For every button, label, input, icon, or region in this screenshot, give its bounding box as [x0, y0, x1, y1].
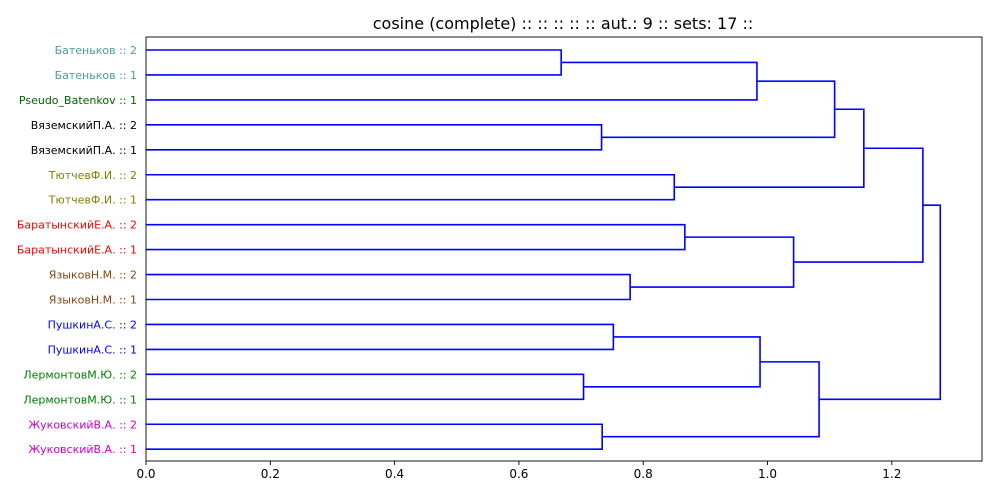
dendrogram-link: [146, 373, 585, 401]
dendrogram-link: [602, 361, 820, 438]
x-tick-label: 1.0: [758, 467, 777, 481]
leaf-label: БаратынскийЕ.А. :: 2: [17, 219, 137, 232]
dendrogram-link: [146, 223, 686, 251]
chart-title: cosine (complete) :: :: :: :: :: aut.: 9…: [373, 14, 753, 33]
plot-frame: [145, 36, 983, 462]
leaf-label: Pseudo_Batenkov :: 1: [19, 94, 137, 107]
leaf-label: Батеньков :: 2: [55, 44, 137, 57]
leaf-label: ВяземскийП.А. :: 2: [31, 119, 137, 132]
leaf-label: ВяземскийП.А. :: 1: [31, 144, 137, 157]
leaf-label: ТютчевФ.И. :: 1: [48, 194, 137, 207]
leaf-label: ЯзыковН.М. :: 2: [49, 269, 137, 282]
x-tick-label: 0.6: [509, 467, 528, 481]
x-tick-label: 0.4: [385, 467, 404, 481]
x-tick-label: 0.2: [261, 467, 280, 481]
leaf-label: ПушкинА.С. :: 2: [48, 318, 137, 331]
leaf-label: ЛермонтовМ.Ю. :: 1: [23, 393, 137, 406]
leaf-label: ПушкинА.С. :: 1: [48, 343, 137, 356]
dendrogram-link: [146, 173, 676, 201]
leaf-label: ЖуковскийВ.А. :: 2: [28, 418, 137, 431]
x-tick-label: 1.2: [882, 467, 901, 481]
leaf-label: ЖуковскийВ.А. :: 1: [28, 443, 137, 456]
x-tick-label: 0.8: [634, 467, 653, 481]
dendrogram-link: [793, 147, 924, 263]
x-tick-label: 0.0: [136, 467, 155, 481]
dendrogram-link: [819, 204, 942, 401]
dendrogram-link: [146, 423, 603, 450]
dendrogram-link: [601, 80, 836, 139]
dendrogram-link: [146, 124, 603, 151]
dendrogram-link: [146, 323, 615, 351]
leaf-label: БаратынскийЕ.А. :: 1: [17, 244, 137, 257]
leaf-label: ЛермонтовМ.Ю. :: 2: [23, 368, 137, 381]
dendrogram-link: [146, 273, 631, 301]
x-axis: 0.0 0.2 0.4 0.6 0.8 1.0 1.2: [136, 461, 901, 481]
dendrogram-link: [583, 336, 761, 388]
leaf-label: Батеньков :: 1: [55, 69, 137, 82]
leaf-label: ТютчевФ.И. :: 2: [48, 169, 137, 182]
leaf-label: ЯзыковН.М. :: 1: [49, 294, 137, 307]
dendrogram-link: [630, 236, 795, 288]
dendrogram-link: [146, 61, 758, 101]
dendrogram-links: [146, 49, 942, 450]
dendrogram-link: [146, 49, 562, 76]
